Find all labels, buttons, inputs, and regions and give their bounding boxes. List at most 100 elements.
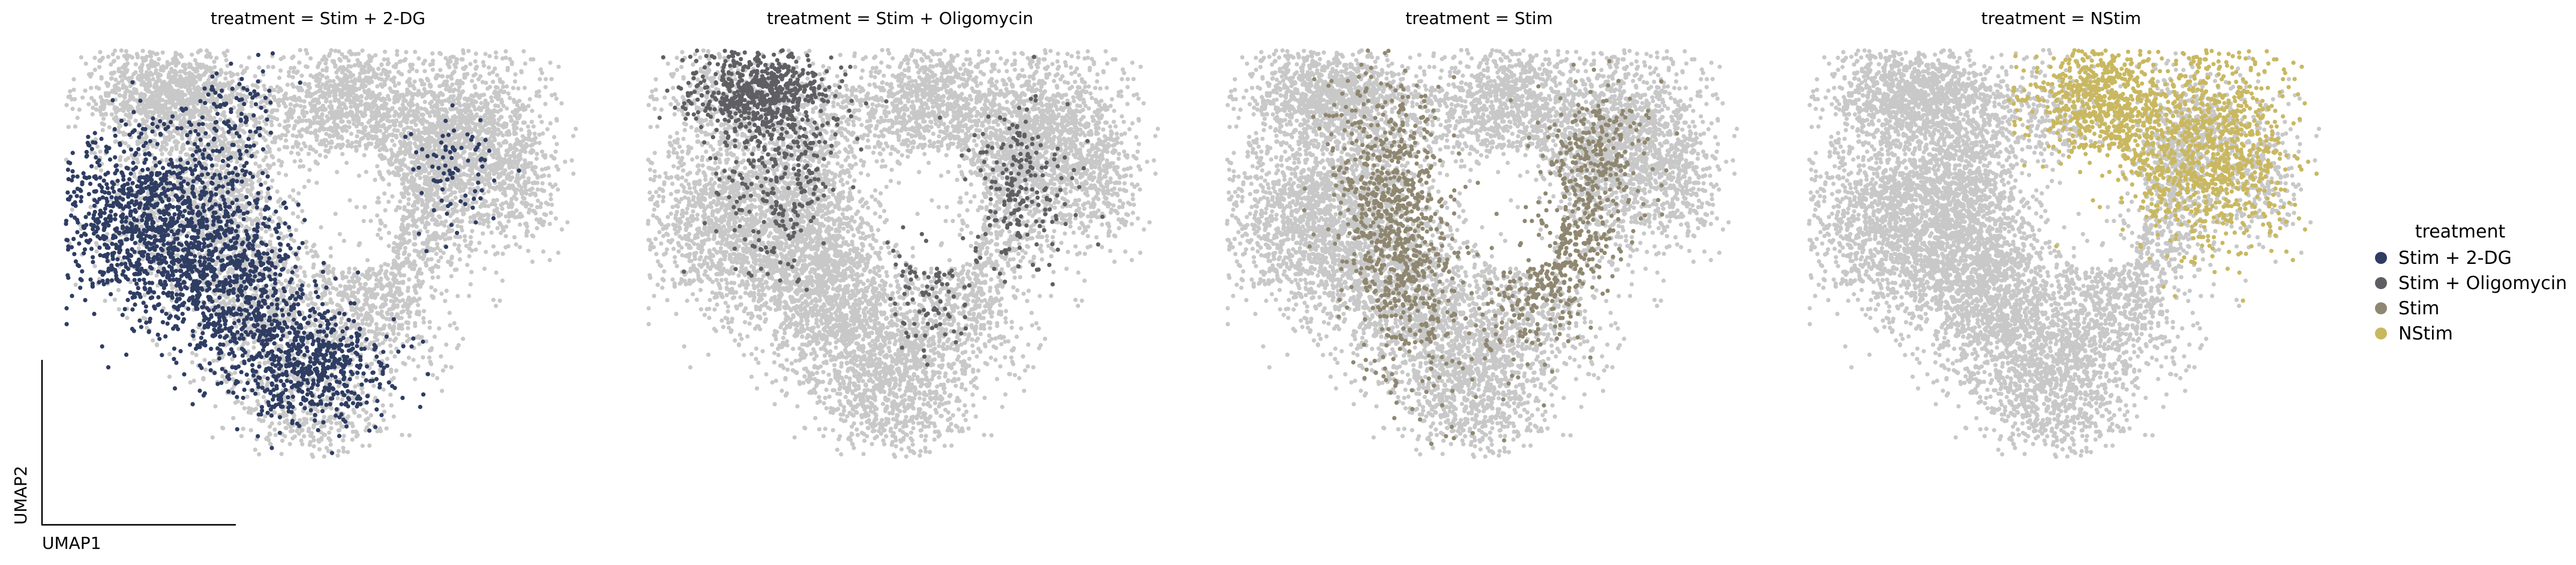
background-point: [343, 79, 347, 83]
background-point: [191, 67, 196, 71]
background-point: [516, 86, 520, 91]
background-point: [532, 124, 536, 128]
background-point: [395, 53, 399, 57]
background-point: [196, 75, 200, 79]
background-point: [291, 110, 295, 114]
panel-stim-2dg: treatment = Stim + 2-DG: [64, 8, 578, 459]
background-point: [324, 132, 328, 136]
background-point: [67, 125, 71, 129]
background-point: [118, 130, 122, 134]
background-point: [109, 77, 113, 81]
background-point: [335, 123, 339, 127]
background-point: [127, 76, 131, 80]
background-point: [308, 92, 313, 96]
background-point: [314, 97, 318, 101]
background-point: [376, 113, 380, 118]
background-point: [328, 134, 332, 139]
background-point: [449, 77, 454, 81]
background-point: [538, 77, 542, 81]
background-point: [454, 161, 458, 166]
background-point: [499, 144, 503, 148]
background-point: [385, 136, 389, 140]
background-point: [253, 74, 257, 79]
background-point: [208, 66, 212, 70]
background-point: [402, 241, 406, 245]
background-point: [403, 164, 407, 168]
background-point: [245, 341, 250, 345]
background-point: [352, 95, 356, 100]
background-point: [473, 248, 478, 252]
background-point: [408, 211, 412, 215]
background-point: [436, 196, 440, 200]
background-point: [479, 213, 483, 217]
background-point: [380, 77, 384, 82]
background-point: [136, 54, 140, 58]
background-point: [404, 176, 408, 180]
background-point: [365, 258, 370, 262]
background-point: [338, 232, 342, 236]
background-point: [541, 250, 545, 254]
background-point: [460, 194, 464, 199]
background-point: [536, 187, 540, 191]
background-point: [474, 52, 478, 56]
background-point: [376, 233, 380, 237]
background-point: [242, 130, 247, 134]
background-point: [77, 107, 82, 112]
background-point: [97, 65, 101, 69]
background-point: [380, 403, 385, 407]
background-point: [384, 269, 388, 274]
background-point: [490, 99, 494, 103]
background-point: [181, 130, 185, 134]
background-point: [107, 125, 112, 130]
background-point: [399, 161, 403, 165]
background-point: [377, 106, 382, 110]
background-point: [252, 124, 256, 128]
background-point: [109, 62, 113, 67]
background-point: [298, 48, 302, 52]
background-point: [364, 146, 368, 151]
background-point: [384, 297, 388, 302]
background-point: [373, 178, 377, 182]
background-point: [371, 106, 375, 110]
background-point: [334, 70, 338, 74]
background-point: [118, 93, 122, 97]
background-point: [330, 141, 334, 145]
background-point: [508, 96, 512, 100]
background-point: [407, 277, 411, 281]
background-point: [277, 123, 281, 127]
background-point: [360, 49, 364, 53]
background-point: [109, 71, 113, 75]
background-point: [263, 138, 268, 142]
background-point: [400, 223, 404, 227]
background-point: [396, 252, 400, 256]
background-point: [530, 109, 534, 113]
background-point: [311, 75, 316, 79]
background-point: [469, 282, 473, 286]
background-point: [103, 103, 107, 107]
background-point: [377, 227, 382, 232]
background-point: [263, 88, 267, 92]
background-point: [198, 62, 202, 67]
background-point: [257, 121, 261, 125]
background-point: [347, 280, 351, 284]
background-point: [390, 139, 394, 143]
background-point: [302, 105, 307, 109]
background-point: [119, 49, 124, 53]
background-point: [284, 139, 288, 143]
background-point: [433, 142, 437, 146]
background-point: [474, 100, 478, 104]
background-point: [526, 104, 530, 108]
background-point: [277, 103, 281, 107]
background-point: [278, 86, 282, 91]
background-point: [380, 146, 384, 151]
background-point: [487, 190, 491, 194]
background-point: [332, 59, 336, 64]
background-point: [269, 115, 274, 119]
background-point: [93, 68, 97, 72]
background-point: [106, 94, 110, 98]
background-point: [147, 67, 151, 71]
background-point: [415, 69, 419, 73]
background-point: [554, 164, 559, 169]
background-point: [401, 99, 406, 103]
background-point: [500, 252, 505, 256]
